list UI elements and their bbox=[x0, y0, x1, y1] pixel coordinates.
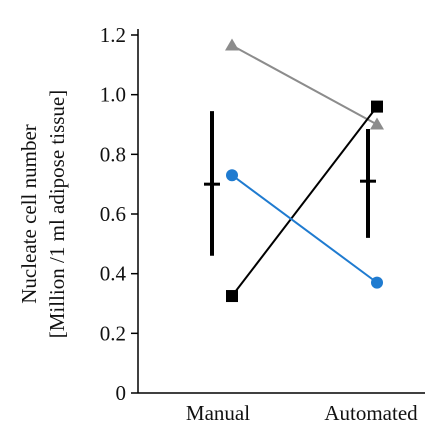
y-axis-title-line: [Million /1 ml adipose tissue] bbox=[45, 90, 69, 338]
y-tick-label: 0 bbox=[116, 381, 127, 405]
square-marker bbox=[371, 100, 383, 113]
summary-bars bbox=[204, 111, 376, 256]
y-axis-title-line: Nucleate cell number bbox=[17, 124, 41, 304]
square-marker bbox=[226, 290, 238, 303]
y-tick-label: 0.4 bbox=[100, 262, 127, 286]
series-line bbox=[231, 105, 378, 297]
y-tick-label: 0.2 bbox=[100, 321, 126, 345]
triangle-marker bbox=[370, 117, 384, 130]
circle-marker bbox=[371, 276, 383, 289]
y-tick-label: 1.0 bbox=[100, 83, 126, 107]
x-category-label: Manual bbox=[186, 401, 250, 425]
axes bbox=[137, 29, 425, 394]
triangle-marker bbox=[225, 38, 239, 51]
y-tick-label: 0.6 bbox=[100, 202, 126, 226]
series-line bbox=[231, 174, 378, 284]
x-axis-labels: Manual Automated bbox=[186, 401, 418, 425]
y-tick-label: 1.2 bbox=[100, 23, 126, 47]
y-axis-ticks: 0 0.2 0.4 0.6 0.8 1.0 1.2 bbox=[100, 23, 138, 405]
x-category-label: Automated bbox=[324, 401, 418, 425]
series-group bbox=[225, 38, 384, 303]
y-tick-label: 0.8 bbox=[100, 142, 126, 166]
circle-marker bbox=[226, 169, 238, 182]
series-line bbox=[231, 44, 378, 126]
y-axis-title: Nucleate cell number [Million /1 ml adipo… bbox=[17, 90, 69, 338]
